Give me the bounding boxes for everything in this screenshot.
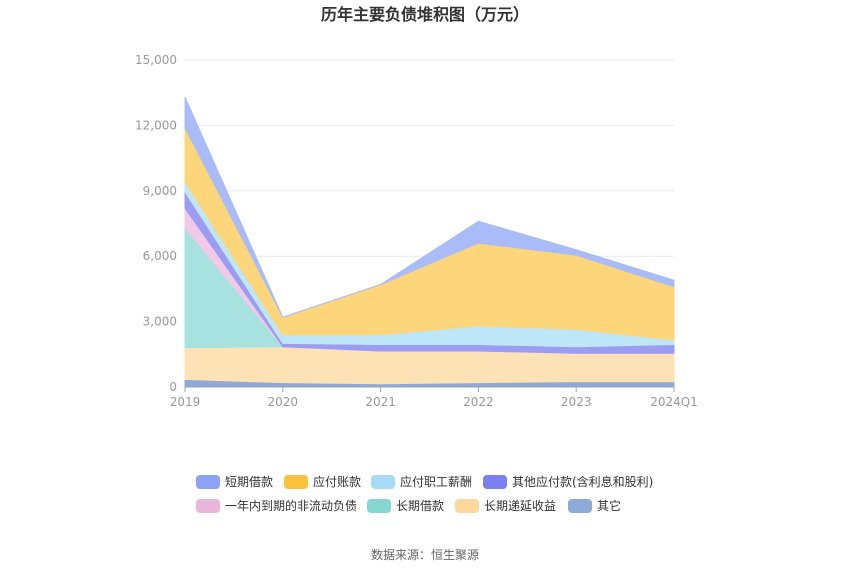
legend-swatch bbox=[483, 475, 507, 489]
legend-item[interactable]: 应付职工薪酬 bbox=[371, 474, 472, 489]
legend-item[interactable]: 短期借款 bbox=[196, 475, 273, 489]
plot-area bbox=[184, 96, 675, 388]
y-tick-label: 15,000 bbox=[135, 53, 177, 67]
legend-label: 其他应付款(含利息和股利) bbox=[512, 474, 653, 489]
legend-swatch bbox=[196, 475, 220, 489]
grid: 0 3,000 6,000 9,000 12,000 15,000 bbox=[135, 53, 674, 394]
legend: 短期借款 应付账款 应付职工薪酬 其他应付款(含利息和股利) 一年内到期的非流动负债 长期… bbox=[196, 474, 653, 513]
legend-swatch bbox=[568, 499, 592, 513]
legend-item[interactable]: 其他应付款(含利息和股利) bbox=[483, 474, 653, 489]
y-tick-label: 9,000 bbox=[143, 184, 177, 198]
legend-label: 应付职工薪酬 bbox=[400, 474, 472, 489]
legend-label: 长期借款 bbox=[396, 499, 444, 513]
legend-label: 应付账款 bbox=[313, 474, 361, 489]
axes: 2019 2020 2021 2022 2023 2024Q1 bbox=[170, 386, 698, 409]
x-tick-label: 2019 bbox=[170, 395, 201, 409]
y-tick-label: 0 bbox=[169, 380, 177, 394]
legend-swatch bbox=[196, 499, 220, 513]
legend-swatch bbox=[367, 499, 391, 513]
x-tick-label: 2023 bbox=[561, 395, 592, 409]
y-tick-label: 3,000 bbox=[143, 315, 177, 329]
x-tick-label: 2020 bbox=[268, 395, 299, 409]
legend-item[interactable]: 一年内到期的非流动负债 bbox=[196, 498, 357, 513]
legend-item[interactable]: 长期借款 bbox=[367, 499, 444, 513]
x-tick-label: 2021 bbox=[365, 395, 396, 409]
y-tick-label: 6,000 bbox=[143, 249, 177, 263]
area-series bbox=[184, 96, 675, 318]
legend-swatch bbox=[455, 499, 479, 513]
source-note: 数据来源：恒生聚源 bbox=[371, 547, 479, 562]
legend-swatch bbox=[371, 475, 395, 489]
legend-label: 短期借款 bbox=[225, 475, 273, 489]
legend-label: 一年内到期的非流动负债 bbox=[225, 498, 357, 513]
legend-item[interactable]: 应付账款 bbox=[284, 474, 361, 489]
legend-item[interactable]: 其它 bbox=[568, 498, 621, 513]
legend-swatch bbox=[284, 475, 308, 489]
chart-title: 历年主要负债堆积图（万元） bbox=[321, 5, 529, 24]
y-tick-label: 12,000 bbox=[135, 118, 177, 132]
legend-label: 其它 bbox=[597, 498, 621, 513]
legend-item[interactable]: 长期递延收益 bbox=[455, 499, 556, 513]
x-tick-label: 2024Q1 bbox=[650, 395, 698, 409]
legend-label: 长期递延收益 bbox=[484, 499, 556, 513]
x-tick-label: 2022 bbox=[463, 395, 494, 409]
